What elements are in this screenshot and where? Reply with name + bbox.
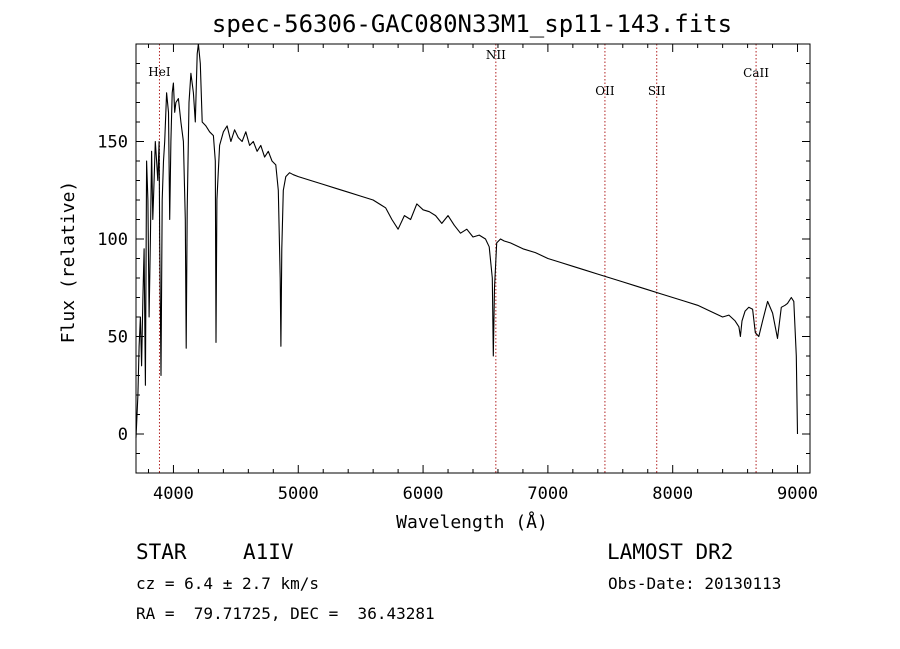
observation-date: Obs-Date: 20130113	[608, 574, 782, 593]
redshift-velocity: cz = 6.4 ± 2.7 km/s	[136, 574, 320, 593]
y-tick-label: 100	[97, 230, 128, 250]
line-label-sii: SII	[648, 84, 666, 98]
spectrum-line-0	[135, 43, 799, 438]
line-label-nii: NII	[486, 48, 506, 62]
y-tick-label: 0	[118, 425, 128, 445]
x-tick-label: 4000	[153, 484, 194, 504]
axes	[135, 43, 811, 474]
spectral-class: A1IV	[243, 540, 294, 564]
x-axis-label: Wavelength (Å)	[396, 511, 548, 533]
x-tick-label: 7000	[527, 484, 568, 504]
line-label-hei: HeI	[148, 65, 171, 79]
spectrum-series	[135, 43, 799, 438]
survey-name: LAMOST DR2	[607, 540, 734, 564]
x-tick-label: 6000	[403, 484, 444, 504]
y-tick-label: 150	[97, 133, 128, 153]
y-axis-label: Flux (relative)	[58, 181, 79, 344]
coordinates: RA = 79.71725, DEC = 36.43281	[136, 604, 435, 623]
axis-ticks: 4000 5000 6000 7000 8000 9000 0 50 100 150	[97, 44, 818, 504]
line-label-caii: CaII	[743, 66, 769, 80]
x-tick-label: 9000	[777, 484, 818, 504]
plot-frame	[135, 43, 811, 474]
chart-title: spec-56306-GAC080N33M1_sp11-143.fits	[212, 10, 732, 38]
spectral-line-markers: HeI NII OII SII CaII	[148, 44, 769, 473]
line-label-oii: OII	[595, 84, 615, 98]
y-tick-label: 50	[108, 328, 128, 348]
x-tick-label: 5000	[278, 484, 319, 504]
object-type: STAR	[136, 540, 187, 564]
x-tick-label: 8000	[652, 484, 693, 504]
